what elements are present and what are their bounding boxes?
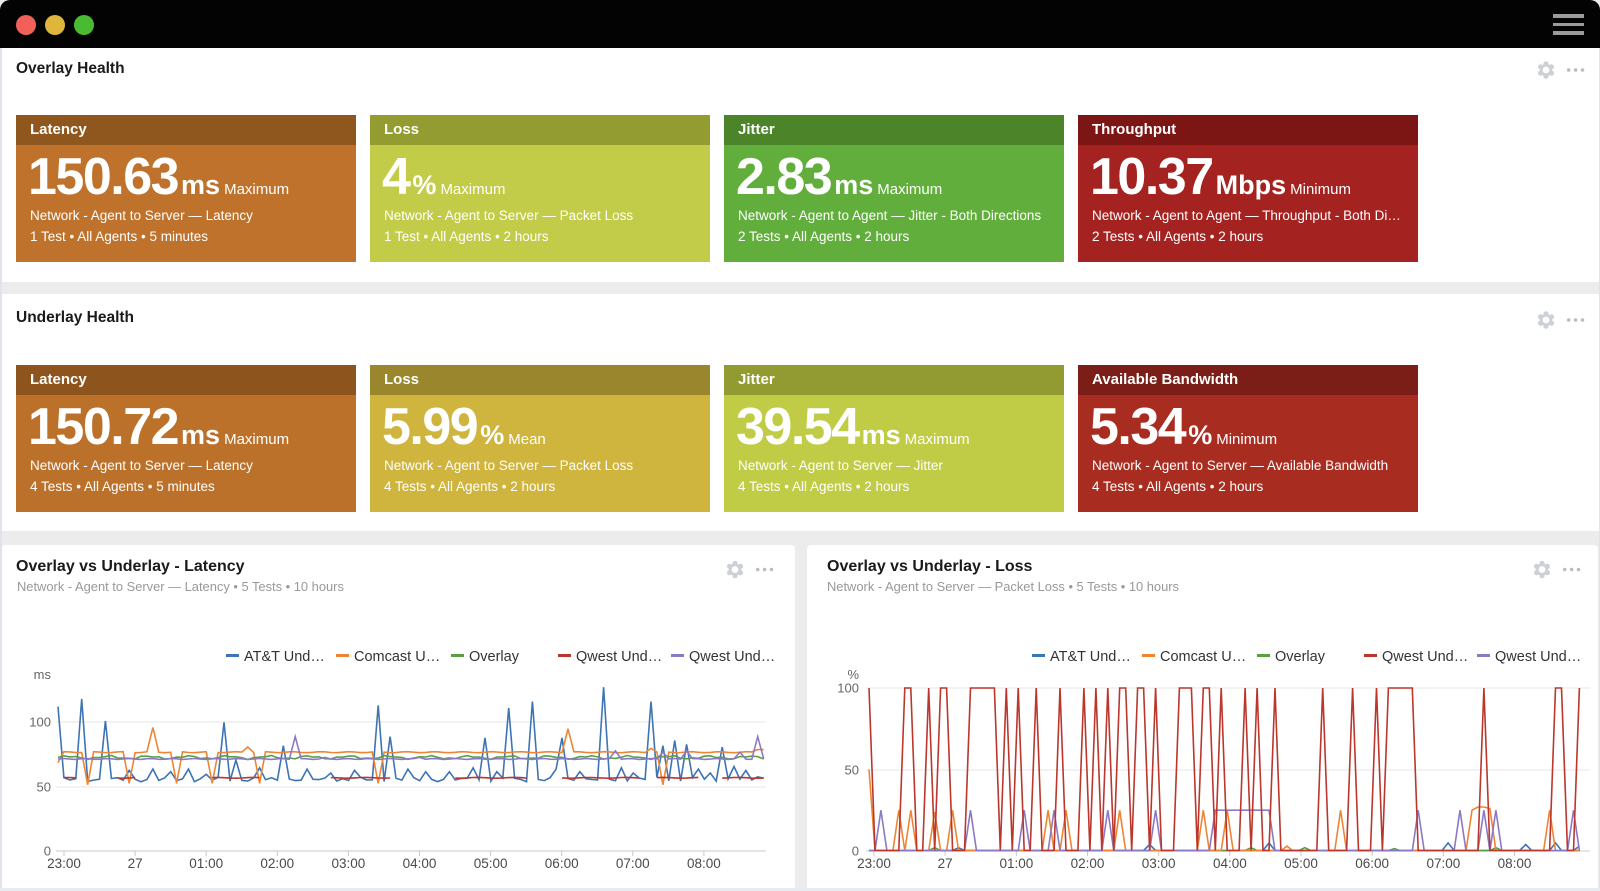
svg-text:100: 100	[29, 715, 51, 730]
svg-text:08:00: 08:00	[687, 856, 721, 871]
svg-text:02:00: 02:00	[1071, 856, 1105, 871]
svg-text:0: 0	[852, 844, 859, 859]
svg-text:04:00: 04:00	[1213, 856, 1247, 871]
svg-text:06:00: 06:00	[1355, 856, 1389, 871]
svg-text:02:00: 02:00	[260, 856, 294, 871]
svg-text:Qwest Und…: Qwest Und…	[576, 649, 662, 665]
svg-text:Overlay: Overlay	[1275, 649, 1326, 665]
svg-text:%: %	[847, 667, 859, 682]
svg-text:07:00: 07:00	[616, 856, 650, 871]
svg-text:27: 27	[128, 856, 143, 871]
svg-text:Qwest Und…: Qwest Und…	[1495, 649, 1581, 665]
svg-text:23:00: 23:00	[47, 856, 81, 871]
svg-text:01:00: 01:00	[189, 856, 223, 871]
svg-text:03:00: 03:00	[1142, 856, 1176, 871]
svg-text:Comcast U…: Comcast U…	[1160, 649, 1246, 665]
svg-text:05:00: 05:00	[474, 856, 508, 871]
svg-text:Qwest Und…: Qwest Und…	[689, 649, 775, 665]
svg-text:08:00: 08:00	[1498, 856, 1532, 871]
svg-text:06:00: 06:00	[545, 856, 579, 871]
svg-text:ms: ms	[34, 667, 52, 682]
svg-text:23:00: 23:00	[857, 856, 891, 871]
svg-text:03:00: 03:00	[332, 856, 366, 871]
svg-text:05:00: 05:00	[1284, 856, 1318, 871]
svg-text:Qwest Und…: Qwest Und…	[1382, 649, 1468, 665]
svg-text:Overlay: Overlay	[469, 649, 520, 665]
svg-text:Comcast U…: Comcast U…	[354, 649, 440, 665]
svg-text:100: 100	[837, 681, 859, 696]
svg-text:27: 27	[938, 856, 953, 871]
svg-text:01:00: 01:00	[999, 856, 1033, 871]
svg-text:04:00: 04:00	[403, 856, 437, 871]
svg-text:07:00: 07:00	[1426, 856, 1460, 871]
svg-text:50: 50	[37, 780, 51, 795]
svg-text:50: 50	[845, 763, 859, 778]
svg-text:0: 0	[44, 844, 51, 859]
svg-text:AT&T Und…: AT&T Und…	[244, 649, 325, 665]
svg-text:AT&T Und…: AT&T Und…	[1050, 649, 1131, 665]
